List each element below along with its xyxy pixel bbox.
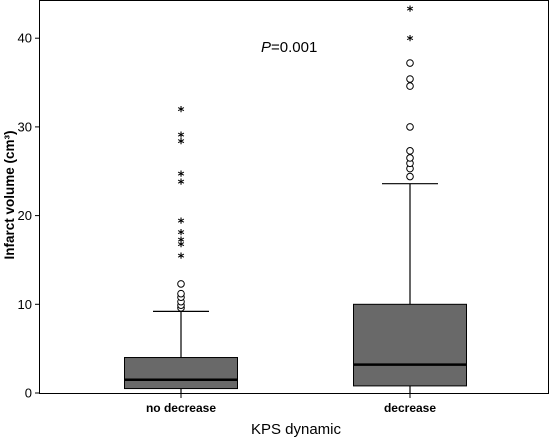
outlier-circle [406, 59, 414, 67]
x-tick-label: decrease [384, 401, 436, 415]
outlier-circle [406, 75, 414, 83]
outlier-star: * [178, 178, 185, 193]
outlier-circle [406, 154, 414, 162]
y-tick-label: 0 [25, 386, 32, 401]
outlier-star: * [178, 235, 185, 250]
y-tick-label: 10 [18, 297, 32, 312]
y-tick-label: 40 [18, 31, 32, 46]
p-value-italic: P [261, 39, 271, 56]
p-value-text: =0.001 [271, 39, 317, 56]
outlier-circle [406, 147, 414, 155]
outlier-circle [177, 289, 185, 298]
outlier-star: * [178, 217, 185, 232]
outlier-star: * [178, 105, 185, 120]
outlier-circle [406, 82, 414, 90]
x-axis-title: KPS dynamic [251, 421, 342, 438]
y-tick-label: 20 [18, 208, 32, 223]
outlier-star: * [178, 251, 185, 266]
plot-frame [39, 0, 549, 394]
y-axis-title: Infarct volume (cm³) [2, 130, 17, 259]
y-tick-label: 30 [18, 119, 32, 134]
outlier-star: * [178, 228, 185, 243]
outlier-star: * [178, 131, 185, 146]
box-iqr [353, 303, 467, 387]
outlier-circle [406, 172, 414, 181]
box-iqr [124, 357, 238, 390]
outlier-star: * [178, 170, 185, 185]
outlier-star: * [178, 240, 185, 255]
outlier-star: * [407, 5, 414, 20]
outlier-circle [177, 280, 185, 288]
outlier-star: * [178, 137, 185, 152]
outlier-star: * [407, 34, 414, 49]
x-tick-label: no decrease [146, 401, 216, 415]
p-value-annotation: P=0.001 [261, 39, 317, 56]
outlier-circle [406, 123, 414, 131]
